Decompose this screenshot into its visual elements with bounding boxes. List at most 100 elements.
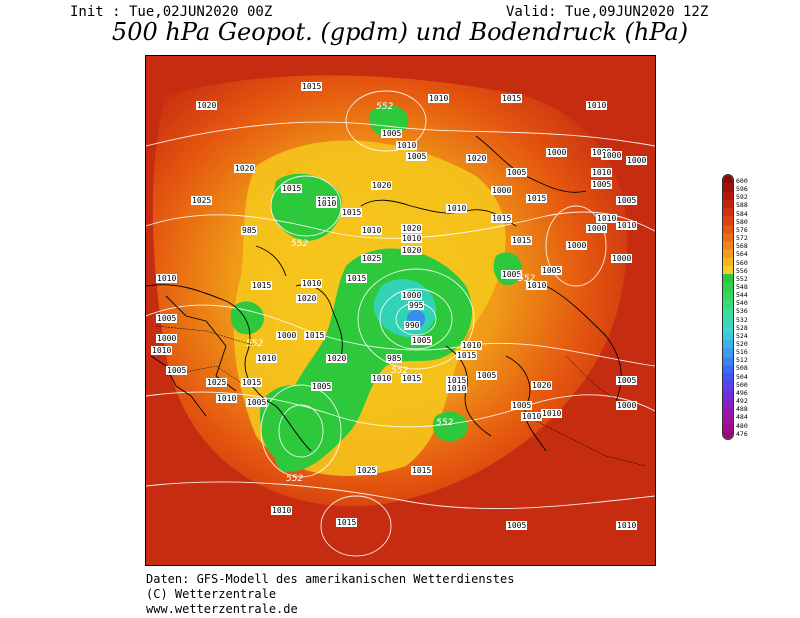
geopotential-label: 552: [246, 339, 264, 349]
pressure-label: 1010: [151, 346, 173, 355]
pressure-label: 1010: [526, 281, 548, 290]
green-zone-southeast: [432, 411, 468, 442]
pressure-label: 1005: [166, 366, 188, 375]
pressure-label: 1020: [196, 101, 218, 110]
pressure-label: 985: [241, 226, 258, 235]
pressure-label: 1015: [401, 374, 423, 383]
pressure-label: 1015: [456, 351, 478, 360]
pressure-label: 1015: [304, 331, 326, 340]
legend-color-segment: [723, 356, 733, 365]
legend-label: 528: [736, 323, 748, 332]
legend-color-segment: [723, 290, 733, 299]
valid-time: Valid: Tue,09JUN2020 12Z: [506, 4, 709, 20]
pressure-label: 1015: [301, 82, 323, 91]
pressure-label: 1000: [546, 148, 568, 157]
color-legend-bar: [722, 174, 734, 440]
geopotential-label: 552: [436, 418, 454, 428]
pressure-label: 1010: [256, 354, 278, 363]
legend-color-segment: [723, 216, 733, 225]
pressure-label: 1010: [301, 279, 323, 288]
pressure-label: 1010: [591, 168, 613, 177]
pressure-label: 1005: [501, 270, 523, 279]
pressure-label: 1015: [446, 376, 468, 385]
pressure-label: 1000: [586, 224, 608, 233]
pressure-label: 1020: [234, 164, 256, 173]
pressure-label: 1025: [206, 378, 228, 387]
legend-label: 488: [736, 405, 748, 414]
pressure-label: 1010: [461, 341, 483, 350]
pressure-label: 985: [386, 354, 403, 363]
copyright-text: (C) Wetterzentrale: [146, 587, 277, 601]
pressure-label: 1000: [611, 254, 633, 263]
legend-label: 512: [736, 356, 748, 365]
legend-color-segment: [723, 364, 733, 373]
legend-label: 588: [736, 201, 748, 210]
pressure-label: 1015: [411, 466, 433, 475]
pressure-label: 1020: [466, 154, 488, 163]
legend-color-segment: [723, 199, 733, 208]
pressure-label: 1010: [316, 199, 338, 208]
pressure-label: 1005: [476, 371, 498, 380]
legend-label: 536: [736, 307, 748, 316]
pressure-label: 1010: [428, 94, 450, 103]
legend-color-segment: [723, 397, 733, 406]
geopotential-label: 552: [286, 474, 304, 484]
legend-color-segment: [723, 298, 733, 307]
pressure-label: 1005: [511, 401, 533, 410]
pressure-label: 1010: [396, 141, 418, 150]
legend-color-segment: [723, 331, 733, 340]
legend-label: 564: [736, 250, 748, 259]
legend-label: 504: [736, 372, 748, 381]
pressure-label: 1020: [531, 381, 553, 390]
legend-label: 540: [736, 299, 748, 308]
pressure-label: 1005: [506, 521, 528, 530]
pressure-label: 990: [404, 321, 421, 330]
legend-label: 480: [736, 421, 748, 430]
legend-color-segment: [723, 422, 733, 431]
legend-color-segment: [723, 232, 733, 241]
legend-color-segment: [723, 265, 733, 274]
legend-color-segment: [723, 282, 733, 291]
website-link[interactable]: www.wetterzentrale.de: [146, 602, 298, 616]
pressure-label: 1025: [361, 254, 383, 263]
pressure-label: 1010: [216, 394, 238, 403]
weather-map[interactable]: 1015101010201015101010051010100010001000…: [145, 55, 656, 566]
legend-color-segment: [723, 340, 733, 349]
pressure-label: 1005: [506, 168, 528, 177]
legend-label: 516: [736, 348, 748, 357]
legend-color-segment: [723, 406, 733, 415]
legend-color-segment: [723, 224, 733, 233]
legend-label: 548: [736, 282, 748, 291]
legend-label: 572: [736, 234, 748, 243]
init-time: Init : Tue,02JUN2020 00Z: [70, 4, 273, 20]
pressure-label: 1005: [616, 376, 638, 385]
legend-color-segment: [723, 208, 733, 217]
geopotential-label: 552: [291, 239, 309, 249]
pressure-label: 1010: [371, 374, 393, 383]
legend-color-segment: [723, 191, 733, 200]
legend-label: 484: [736, 413, 748, 422]
pressure-label: 1020: [401, 224, 423, 233]
legend-color-segment: [723, 175, 733, 184]
pressure-label: 1005: [156, 314, 178, 323]
legend-color-segment: [723, 381, 733, 390]
legend-color-segment: [723, 348, 733, 357]
pressure-label: 1025: [191, 196, 213, 205]
pressure-label: 1010: [596, 214, 618, 223]
pressure-label: 1005: [541, 266, 563, 275]
legend-color-segment: [723, 315, 733, 324]
pressure-label: 1010: [521, 412, 543, 421]
pressure-label: 1005: [406, 152, 428, 161]
legend-color-segment: [723, 257, 733, 266]
legend-label: 492: [736, 397, 748, 406]
legend-color-segment: [723, 414, 733, 423]
pressure-label: 1015: [241, 378, 263, 387]
legend-label: 532: [736, 315, 748, 324]
pressure-label: 1015: [501, 94, 523, 103]
pressure-label: 1005: [311, 382, 333, 391]
legend-label: 584: [736, 209, 748, 218]
pressure-label: 995: [408, 301, 425, 310]
legend-color-segment: [723, 323, 733, 332]
legend-color-segment: [723, 307, 733, 316]
legend-label: 520: [736, 340, 748, 348]
